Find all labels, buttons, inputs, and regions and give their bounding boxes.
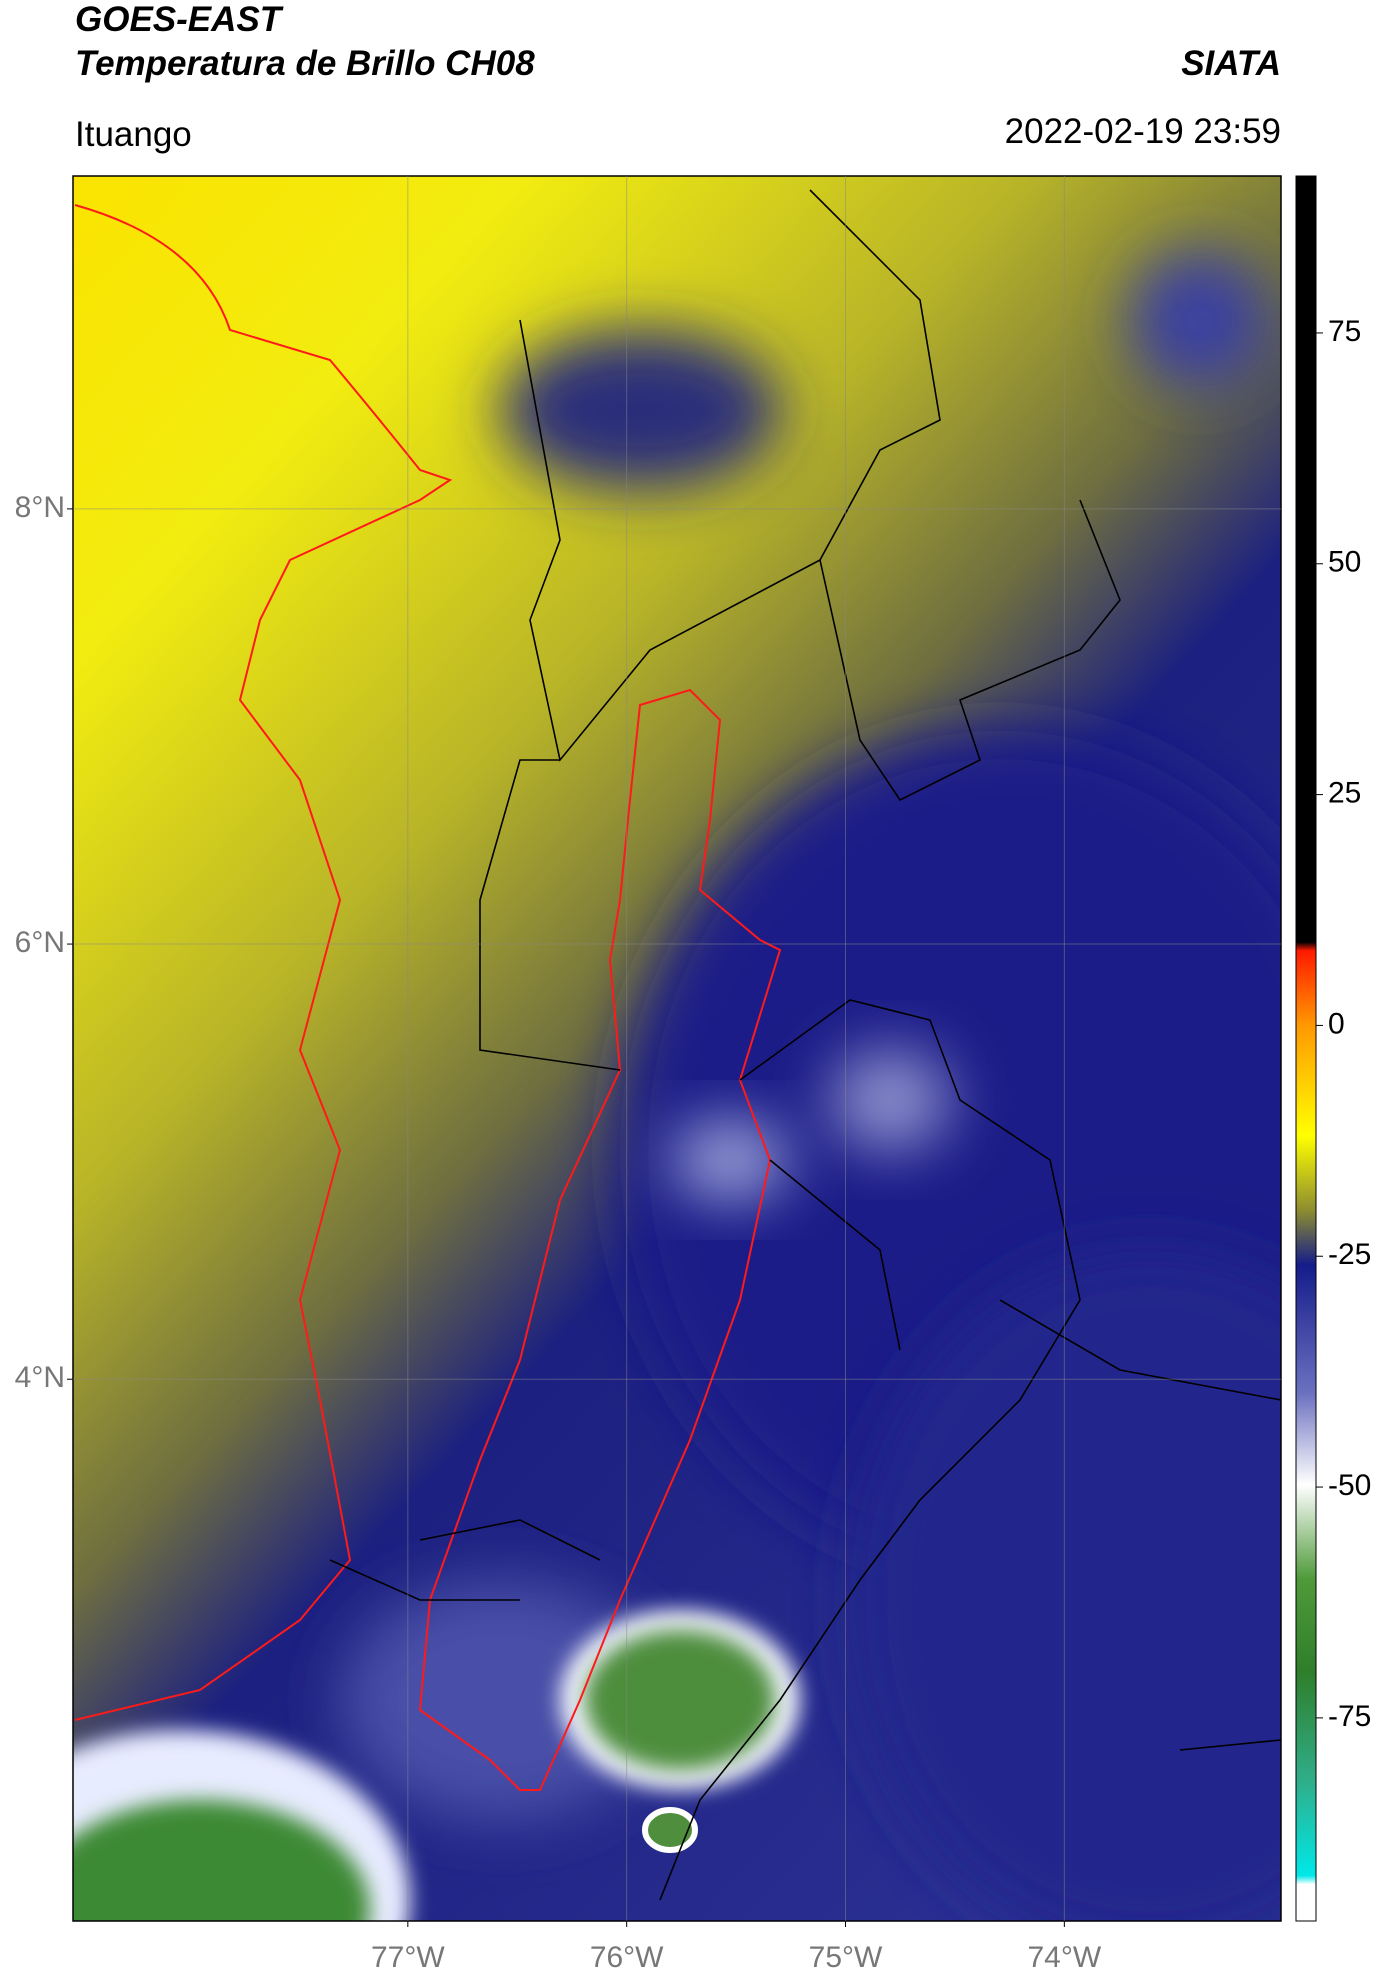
lon-tick-label: 74°W (1028, 1941, 1102, 1974)
colorbar-tick-label: 75 (1328, 315, 1361, 348)
colorbar-tick-label: 50 (1328, 546, 1361, 579)
colorbar (1295, 175, 1317, 1922)
location: Ituango (75, 115, 192, 154)
satellite-image (73, 176, 1281, 1921)
subtitle: Temperatura de Brillo CH08 (75, 44, 535, 83)
lon-tick-label: 76°W (590, 1941, 664, 1974)
lon-tick-label: 77°W (371, 1941, 445, 1974)
title: GOES-EAST (75, 0, 282, 39)
lat-tick-label: 4°N (15, 1361, 65, 1394)
source: SIATA (1181, 44, 1281, 83)
colorbar-tick-label: -75 (1328, 1700, 1371, 1733)
lat-tick-label: 6°N (15, 926, 65, 959)
colorbar-tick-label: 25 (1328, 777, 1361, 810)
colorbar-tick-label: 0 (1328, 1007, 1345, 1040)
lon-tick-label: 75°W (809, 1941, 883, 1974)
datetime: 2022-02-19 23:59 (1004, 112, 1281, 151)
lat-tick-label: 8°N (15, 491, 65, 524)
colorbar-tick-label: -50 (1328, 1469, 1371, 1502)
map-frame (72, 175, 1282, 1922)
colorbar-tick-label: -25 (1328, 1238, 1371, 1271)
